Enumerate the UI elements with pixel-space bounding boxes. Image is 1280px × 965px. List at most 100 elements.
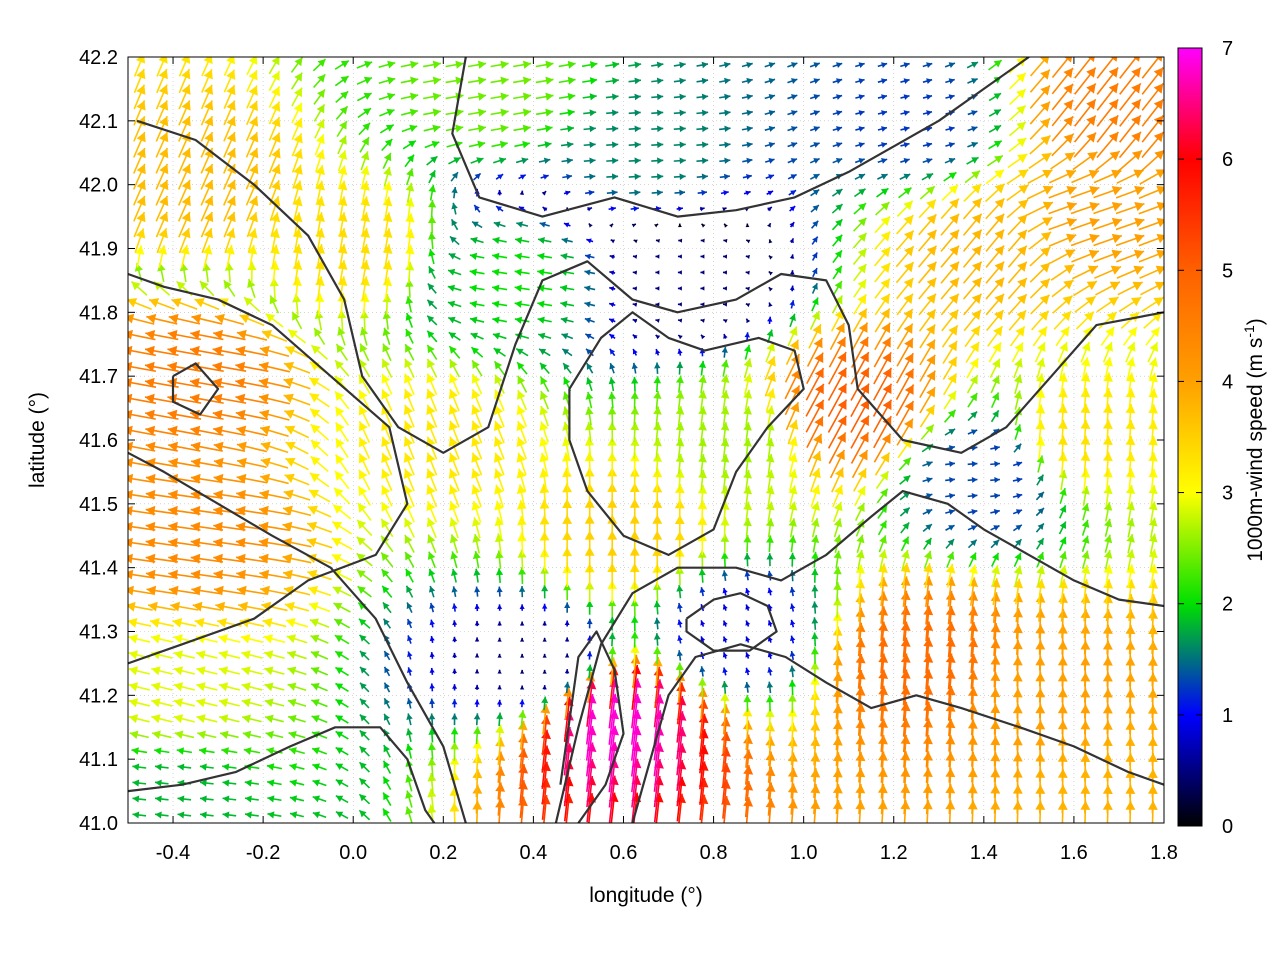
wind-vector-head <box>1148 420 1158 429</box>
wind-vector-head <box>315 276 325 286</box>
wind-vector-head <box>653 438 662 446</box>
wind-vector <box>766 470 775 490</box>
wind-vector-head <box>542 685 547 689</box>
wind-vector <box>541 585 548 599</box>
wind-vector <box>1035 342 1045 362</box>
wind-vector-head <box>768 588 773 593</box>
wind-vector-head <box>1126 549 1135 558</box>
wind-vector-head <box>655 270 659 274</box>
wind-vector-head <box>405 775 413 783</box>
wind-vector <box>1104 535 1112 553</box>
wind-vector <box>309 378 329 391</box>
wind-vector-head <box>1036 593 1046 602</box>
wind-vector <box>241 650 262 659</box>
wind-vector-head <box>561 317 568 324</box>
wind-vector <box>654 362 660 373</box>
wind-vector <box>449 346 459 358</box>
wind-vector-head <box>766 502 775 511</box>
wind-vector-head <box>561 253 568 260</box>
wind-vector <box>854 264 867 281</box>
wind-vector <box>220 731 239 739</box>
wind-vector <box>430 668 435 675</box>
wind-vector-head <box>562 468 572 477</box>
wind-vector-head <box>541 585 548 591</box>
wind-vector-head <box>653 422 662 430</box>
wind-vector <box>155 796 169 803</box>
wind-vector-head <box>655 286 659 290</box>
wind-vector <box>196 666 217 675</box>
wind-vector <box>452 586 458 597</box>
wind-vector <box>654 376 662 392</box>
wind-vector-head <box>287 667 296 675</box>
wind-vector <box>515 269 530 276</box>
wind-vector <box>448 301 461 308</box>
wind-vector <box>586 377 593 390</box>
wind-vector-head <box>631 631 639 638</box>
wind-vector-head <box>564 682 570 688</box>
wind-vector <box>875 247 891 266</box>
wind-vector-head <box>451 713 457 719</box>
wind-vector <box>175 731 194 740</box>
wind-vector <box>360 762 370 772</box>
wind-vector-head <box>360 293 370 302</box>
wind-vector-head <box>1063 280 1073 289</box>
wind-vector <box>631 377 638 391</box>
wind-vector-head <box>290 795 297 802</box>
wind-vector-head <box>267 795 274 802</box>
wind-vector <box>497 638 501 642</box>
wind-vector <box>151 666 172 675</box>
wind-vector <box>767 682 773 693</box>
wind-vector-head <box>337 344 345 353</box>
wind-vector <box>542 604 547 612</box>
wind-vector <box>654 601 661 615</box>
wind-vector <box>896 385 913 416</box>
wind-vector-head <box>1126 502 1135 511</box>
wind-vector-head <box>1149 501 1158 510</box>
wind-vector-head <box>129 650 138 659</box>
wind-vector <box>219 666 240 675</box>
wind-vector <box>608 392 616 409</box>
wind-vector <box>242 715 261 724</box>
wind-vector <box>561 317 574 324</box>
wind-vector-head <box>811 647 819 654</box>
wind-vector <box>267 811 281 818</box>
wind-vector-head <box>991 592 1001 601</box>
wind-vector-head <box>515 317 522 324</box>
wind-vector <box>288 699 306 707</box>
wind-vector-head <box>191 554 201 564</box>
wind-vector-head <box>1013 593 1023 602</box>
wind-vector <box>745 621 750 627</box>
wind-vector <box>383 777 390 790</box>
wind-vector <box>723 319 727 323</box>
wind-vector <box>336 715 349 723</box>
wind-vector-head <box>676 362 683 368</box>
wind-vector <box>538 317 552 324</box>
wind-vector <box>405 552 414 567</box>
wind-vector <box>428 569 435 583</box>
wind-vector <box>676 362 683 375</box>
wind-vector <box>244 747 260 755</box>
wind-vector <box>746 255 750 259</box>
wind-vector-head <box>700 286 704 290</box>
wind-vector-head <box>1080 388 1090 397</box>
wind-vector <box>678 319 682 323</box>
wind-vector-head <box>515 301 522 308</box>
wind-vector <box>310 409 329 424</box>
wind-vector-head <box>1038 327 1047 337</box>
wind-vector <box>311 424 328 439</box>
wind-vector <box>382 344 391 361</box>
wind-vector <box>221 747 237 755</box>
wind-vector <box>288 715 306 723</box>
wind-vector <box>451 727 459 743</box>
wind-vector-head <box>745 332 750 337</box>
wind-vector-head <box>994 461 1000 467</box>
wind-vector <box>151 682 172 691</box>
wind-vector-head <box>309 378 319 387</box>
wind-vector <box>451 569 458 583</box>
wind-vector <box>383 328 391 345</box>
wind-vector-head <box>543 670 547 674</box>
wind-vector-head <box>538 317 545 324</box>
wind-vector-head <box>1036 579 1046 589</box>
wind-vector-head <box>336 422 345 432</box>
wind-vector <box>428 249 435 264</box>
